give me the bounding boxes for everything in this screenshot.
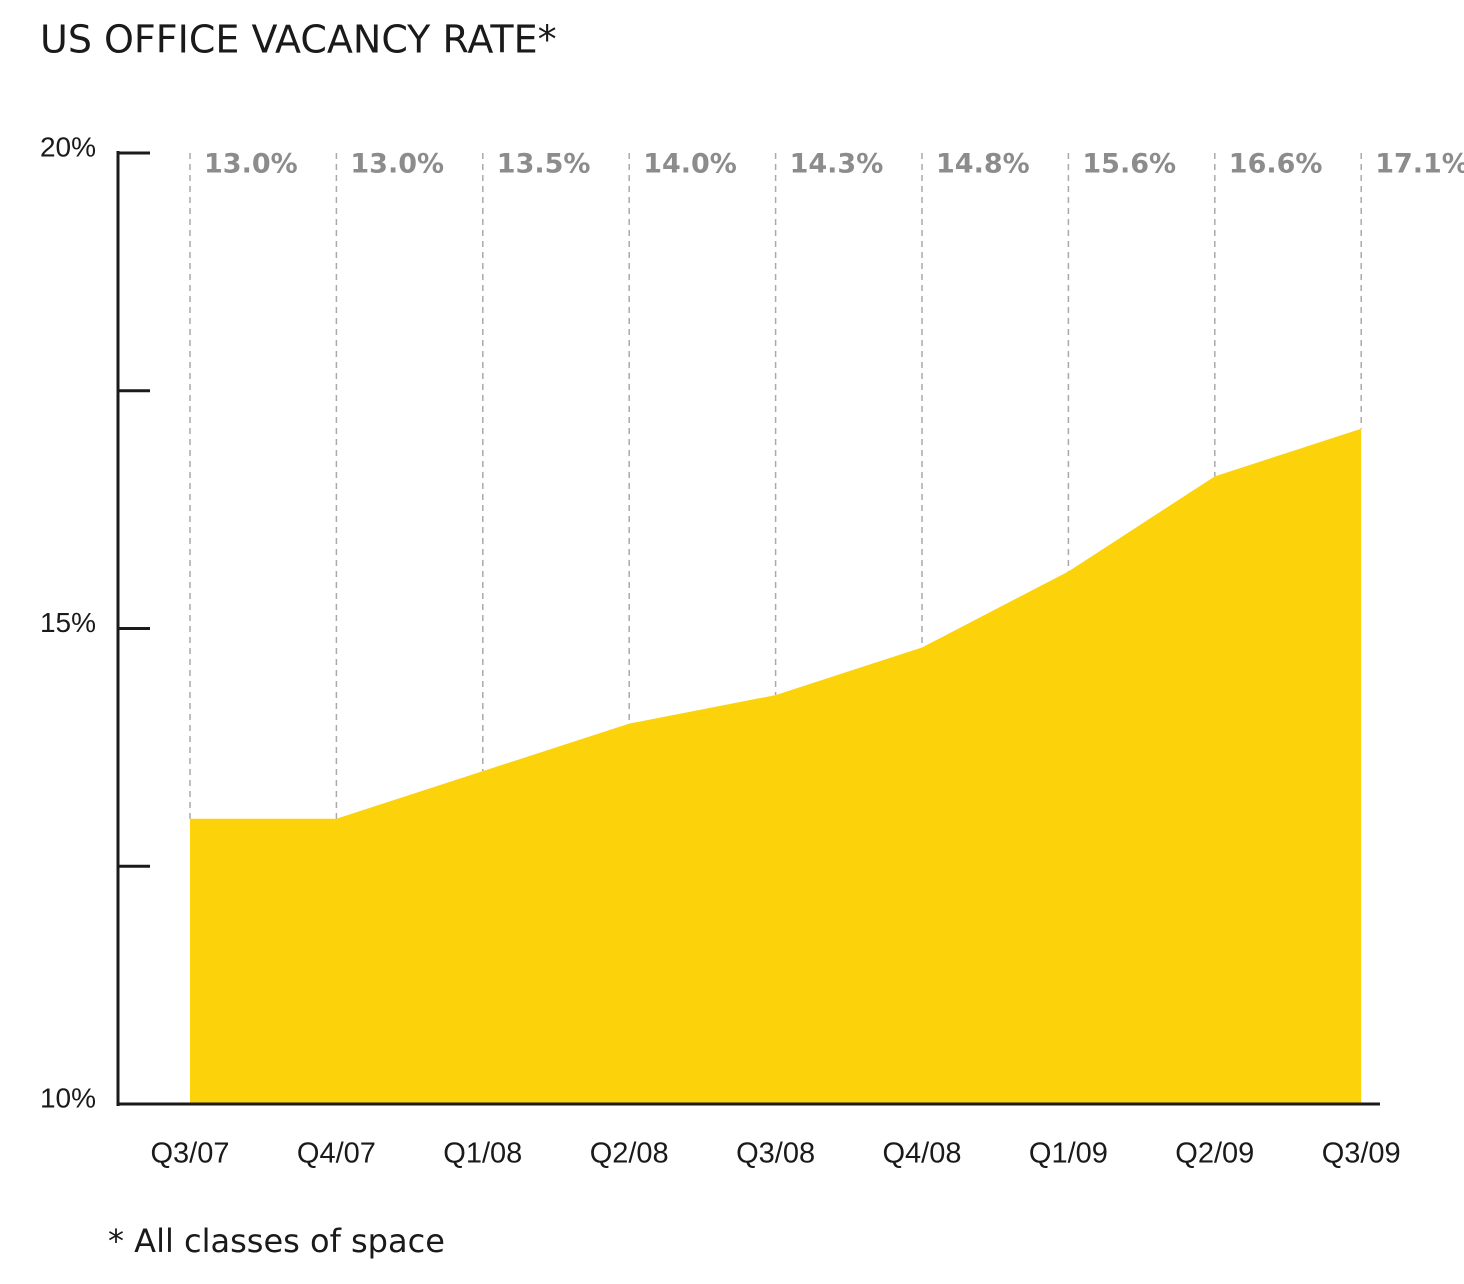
x-tick-label: Q2/08 bbox=[590, 1138, 669, 1170]
footnote: * All classes of space bbox=[108, 1222, 445, 1260]
x-tick-label: Q3/08 bbox=[736, 1138, 815, 1170]
area bbox=[190, 428, 1362, 1104]
value-label: 14.3% bbox=[790, 149, 884, 180]
value-label: 13.5% bbox=[497, 149, 591, 180]
x-tick-label: Q2/09 bbox=[1175, 1138, 1254, 1170]
y-tick-label: 15% bbox=[40, 607, 96, 638]
value-label: 13.0% bbox=[204, 149, 298, 180]
value-label: 14.0% bbox=[643, 149, 737, 180]
x-tick-label: Q4/08 bbox=[883, 1138, 962, 1170]
value-label: 14.8% bbox=[936, 149, 1030, 180]
value-label: 16.6% bbox=[1229, 149, 1323, 180]
x-tick-label: Q3/07 bbox=[151, 1138, 230, 1170]
value-label: 13.0% bbox=[350, 149, 444, 180]
x-tick-label: Q1/09 bbox=[1029, 1138, 1108, 1170]
chart-title: US OFFICE VACANCY RATE* bbox=[40, 18, 557, 62]
y-tick-label: 10% bbox=[40, 1082, 96, 1113]
value-label: 15.6% bbox=[1082, 149, 1176, 180]
value-label: 17.1% bbox=[1375, 149, 1464, 180]
x-tick-label: Q1/08 bbox=[443, 1138, 522, 1170]
y-tick-label: 20% bbox=[40, 131, 96, 162]
x-tick-label: Q3/09 bbox=[1322, 1138, 1401, 1170]
x-tick-label: Q4/07 bbox=[297, 1138, 376, 1170]
